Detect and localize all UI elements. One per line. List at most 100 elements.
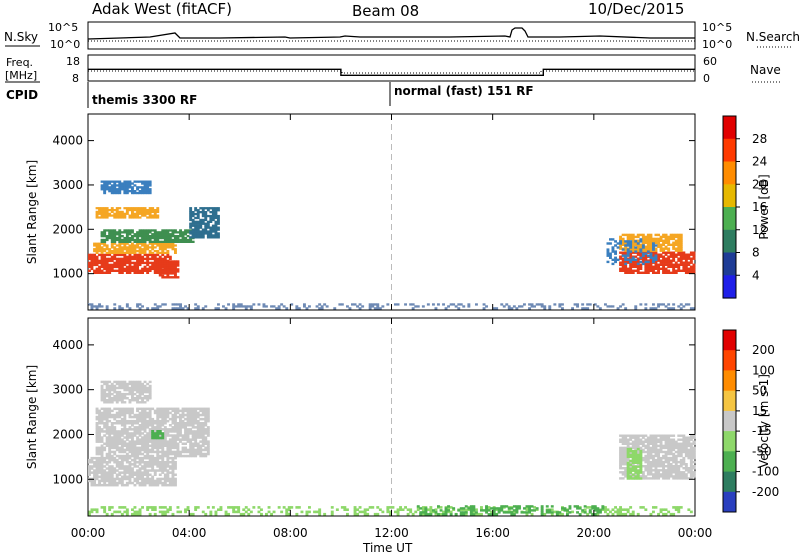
velocity-cell [158,477,162,481]
velocity-cell [606,508,610,511]
velocity-cell [277,506,281,509]
velocity-cell [548,511,552,514]
velocity-cell [672,446,676,450]
power-cell [194,236,198,239]
velocity-cell [540,505,544,508]
power-cell [138,253,142,257]
power-cell [131,214,134,217]
power-cell [652,253,655,256]
velocity-cell [652,477,655,480]
power-cell [667,265,671,268]
velocity-cell [674,506,678,509]
velocity-cell [95,473,99,476]
velocity-cell [626,473,630,476]
velocity-cell [629,449,633,453]
velocity-cell [120,475,124,479]
velocity-cell [105,479,109,483]
velocity-cell [105,382,109,386]
velocity-cell [174,442,177,445]
velocity-cell [100,479,104,483]
power-cell [315,305,319,308]
velocity-cell [644,460,648,464]
power-cell [125,233,129,236]
power-cell [118,210,122,213]
velocity-cell [631,473,635,476]
power-cell [662,249,665,252]
velocity-cell [196,444,200,447]
velocity-cell [148,465,152,468]
power-cell [649,265,653,268]
power-cell [333,307,337,310]
velocity-cell [153,456,157,460]
velocity-cell [621,508,625,511]
power-cell [485,305,488,308]
velocity-cell [196,442,200,445]
velocity-cell [156,438,160,441]
velocity-cell [118,471,122,474]
velocity-cell [131,384,134,388]
velocity-cell [98,428,101,431]
velocity-cell [141,426,144,429]
power-cell [652,244,655,247]
velocity-cell [153,422,157,425]
velocity-cell [601,505,605,508]
power-cell [161,242,165,245]
power-cell [201,232,205,235]
power-cell [672,307,676,310]
power-cell [158,231,162,234]
velocity-cell [179,432,182,435]
velocity-cell [123,477,127,481]
velocity-cell [143,424,147,427]
velocity-cell [662,444,665,448]
velocity-cell [161,413,165,417]
power-cell [118,188,122,191]
velocity-cell [105,417,109,421]
velocity-cell [110,401,114,404]
velocity-cell [654,438,658,441]
power-cell [171,264,175,267]
freq-tick-bottom: 8 [72,72,79,85]
power-cell [146,229,150,232]
power-cell [108,231,112,234]
velocity-cell [199,413,203,417]
velocity-cell [523,507,526,510]
velocity-cell [153,411,157,415]
power-cell [619,261,622,264]
velocity-cell [540,511,544,514]
power-cell [199,230,203,233]
power-cell [153,269,157,272]
velocity-cell [131,399,134,402]
power-cell [153,214,157,217]
power-cell [153,240,157,243]
velocity-cell [100,422,104,425]
power-cell [108,180,112,183]
power-cell [143,209,147,212]
power-cell [611,305,615,308]
power-cell [163,240,167,243]
velocity-cell [654,475,658,478]
velocity-cell [692,473,696,476]
power-cell [308,305,311,308]
power-cell [141,210,144,213]
velocity-cell [131,432,134,435]
power-cell [141,267,144,271]
velocity-cell [644,454,648,458]
power-cell [227,303,230,306]
power-cell [168,267,172,271]
power-cell [120,188,124,191]
power-cell [103,271,107,274]
power-cell [138,242,142,245]
velocity-cell [136,475,139,479]
power-cell [682,265,686,268]
velocity-cell [452,507,456,510]
power-cell [644,249,648,252]
power-cell [181,307,185,310]
power-cell [179,305,182,308]
power-cell [211,207,215,210]
power-cell [679,253,683,256]
velocity-cell [146,386,150,390]
velocity-cell [138,446,142,450]
velocity-cell [161,417,165,421]
velocity-cell [163,413,167,417]
velocity-cell [153,438,157,441]
